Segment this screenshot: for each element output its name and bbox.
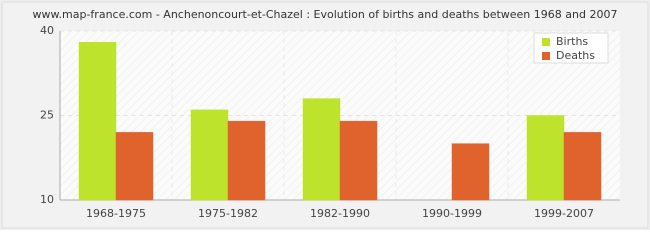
- bar: [339, 120, 378, 201]
- x-tick-label: 1975-1982: [198, 207, 258, 220]
- legend-swatch: [542, 52, 550, 60]
- bar: [115, 132, 154, 201]
- x-tick-label: 1968-1975: [86, 207, 146, 220]
- bar: [526, 115, 565, 201]
- bar: [78, 42, 117, 201]
- y-tick-label: 25: [40, 109, 54, 122]
- x-tick-label: 1990-1999: [422, 207, 482, 220]
- legend-label: Deaths: [556, 49, 595, 62]
- y-tick-label: 40: [40, 24, 54, 37]
- y-tick-label: 10: [40, 193, 54, 206]
- chart-title: www.map-france.com - Anchenoncourt-et-Ch…: [33, 8, 618, 21]
- chart: www.map-france.com - Anchenoncourt-et-Ch…: [0, 0, 650, 230]
- bar: [451, 143, 490, 201]
- bar: [563, 132, 602, 201]
- legend-swatch: [542, 38, 550, 46]
- bar: [302, 98, 341, 201]
- bar: [190, 109, 229, 201]
- page: www.map-france.com - Anchenoncourt-et-Ch…: [0, 0, 650, 230]
- x-tick-label: 1999-2007: [534, 207, 594, 220]
- x-tick-label: 1982-1990: [310, 207, 370, 220]
- bar: [227, 120, 266, 201]
- legend-label: Births: [556, 35, 588, 48]
